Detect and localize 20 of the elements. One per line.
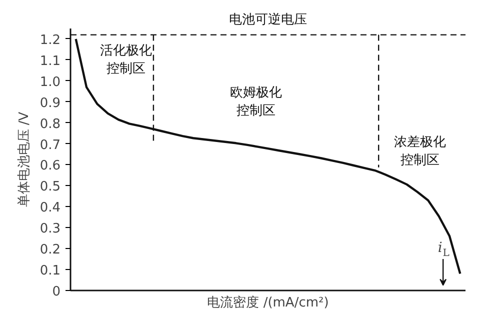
annotation: 活化极化控制区	[100, 43, 152, 76]
y-tick-label: 1.1	[40, 54, 61, 69]
ref-line-label: 电池可逆电压	[229, 12, 307, 28]
y-tick-label: 0.1	[40, 264, 61, 279]
x-axis-title: 电流密度 /(mA/cm²)	[207, 294, 329, 310]
y-tick-label: 0	[52, 284, 61, 300]
y-tick-label: 1.0	[40, 74, 61, 90]
y-tick-label: 0.6	[40, 158, 61, 174]
y-tick-label: 0.7	[40, 138, 61, 153]
y-tick-label: 0.3	[40, 222, 61, 237]
y-tick-label: 0.8	[40, 116, 61, 132]
y-tick-label: 0.9	[40, 96, 61, 111]
y-tick-label: 1.2	[40, 32, 61, 48]
y-tick-label: 0.2	[40, 242, 61, 258]
annotation: 欧姆极化控制区	[230, 85, 282, 118]
y-tick-label: 0.4	[40, 200, 61, 216]
y-axis-title: 单体电池电压 /V	[16, 112, 32, 208]
annotation: 浓差极化控制区	[394, 135, 446, 168]
y-tick-label: 0.5	[40, 180, 61, 195]
line-series	[74, 38, 462, 275]
